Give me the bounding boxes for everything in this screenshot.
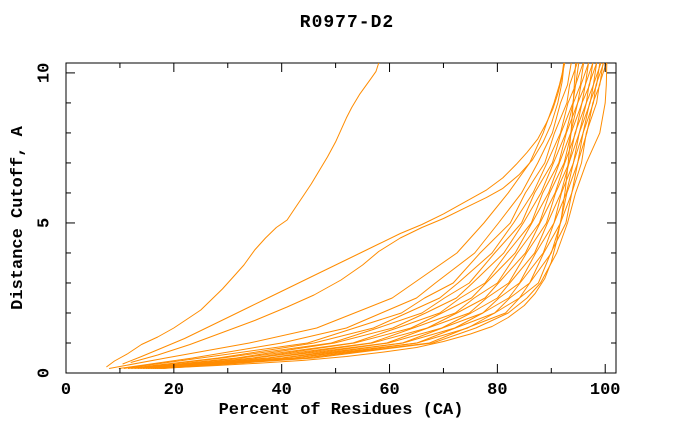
x-tick-label: 40 xyxy=(271,381,291,400)
plot-frame-layer xyxy=(65,62,617,374)
model-curve xyxy=(122,62,565,365)
chart-title: R0977-D2 xyxy=(300,13,394,33)
x-tick-label: 0 xyxy=(61,381,71,400)
model-curve xyxy=(147,62,598,369)
axis-ticks-layer xyxy=(65,63,616,374)
model-curve xyxy=(145,62,594,369)
model-curve xyxy=(106,62,380,368)
model-curve xyxy=(163,62,608,369)
x-tick-label: 80 xyxy=(487,381,507,400)
model-curves-layer xyxy=(106,62,608,369)
model-curve xyxy=(118,62,572,369)
x-tick-label: 20 xyxy=(164,381,184,400)
model-curve xyxy=(143,62,594,369)
plot-frame xyxy=(65,62,617,374)
model-curve xyxy=(137,62,589,369)
model-curve xyxy=(157,62,605,369)
x-axis-label: Percent of Residues (CA) xyxy=(219,401,464,420)
model-curve xyxy=(154,62,601,369)
model-curve xyxy=(160,62,607,369)
tick-labels-layer: 0 20 40 60 80 100 0 5 10 xyxy=(36,63,621,400)
x-tick-label: 60 xyxy=(379,381,399,400)
model-curve xyxy=(130,62,565,363)
model-curve xyxy=(127,62,580,369)
model-curve xyxy=(150,62,598,369)
model-curve xyxy=(134,62,585,369)
model-curve xyxy=(173,62,577,369)
y-tick-label: 5 xyxy=(36,218,55,228)
y-axis-label: Distance Cutoff, A xyxy=(9,125,28,309)
model-curve xyxy=(131,62,584,369)
y-tick-label: 0 xyxy=(36,368,55,378)
model-curve xyxy=(109,62,566,369)
model-curve xyxy=(123,62,578,369)
model-curve xyxy=(140,62,589,369)
y-tick-label: 10 xyxy=(36,63,55,83)
x-tick-label: 100 xyxy=(590,381,621,400)
model-curve xyxy=(159,62,604,369)
model-curve xyxy=(152,62,602,369)
